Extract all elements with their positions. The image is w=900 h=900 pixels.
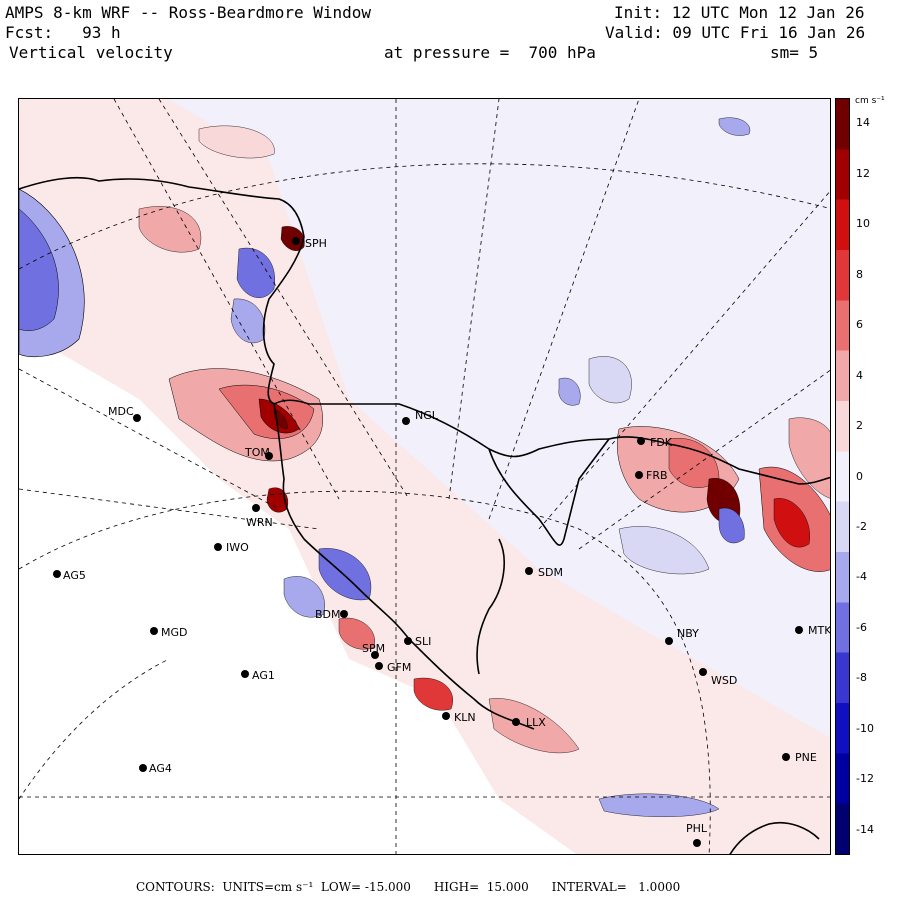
svg-text:SPH: SPH	[305, 237, 327, 250]
pressure-level: at pressure = 700 hPa	[384, 43, 596, 62]
contour-info: CONTOURS: UNITS=cm s⁻¹ LOW= -15.000 HIGH…	[136, 880, 681, 894]
svg-text:MTK: MTK	[808, 624, 831, 637]
svg-text:NBY: NBY	[677, 627, 699, 640]
svg-text:AG5: AG5	[63, 569, 86, 582]
svg-text:KLN: KLN	[454, 711, 476, 724]
station-spm: SPM	[362, 642, 385, 659]
colorbar-tick-label: -4	[856, 570, 867, 584]
colorbar-tick-label: 6	[856, 318, 863, 332]
svg-text:BDM: BDM	[315, 608, 341, 621]
station-kln: KLN	[442, 711, 476, 724]
vertical-velocity-shading	[19, 99, 830, 854]
colorbar-tick-label: 10	[856, 217, 870, 231]
colorbar-tick-label: 12	[856, 166, 870, 180]
forecast-hour: Fcst: 93 h	[5, 23, 121, 42]
station-llx: LLX	[512, 716, 546, 729]
map-title: AMPS 8-km WRF -- Ross-Beardmore Window	[5, 3, 372, 22]
station-nby: NBY	[665, 627, 699, 645]
valid-time: Valid: 09 UTC Fri 16 Jan 26	[605, 23, 866, 42]
init-time: Init: 12 UTC Mon 12 Jan 26	[614, 3, 865, 22]
station-gfm: GFM	[375, 661, 411, 674]
colorbar-tick-label: 0	[856, 469, 863, 483]
station-fdk: FDK	[637, 436, 673, 449]
colorbar-tick-label: -6	[856, 620, 867, 634]
svg-text:WSD: WSD	[711, 674, 737, 687]
station-sdm: SDM	[525, 566, 563, 579]
svg-text:NGL: NGL	[415, 409, 439, 422]
svg-text:SLI: SLI	[415, 635, 431, 648]
svg-text:SPM: SPM	[362, 642, 385, 655]
station-ag1: AG1	[241, 669, 275, 682]
svg-text:MDC: MDC	[108, 405, 134, 418]
colorbar-tick-label: 14	[856, 116, 870, 130]
colorbar-tick-label: 4	[856, 368, 863, 382]
colorbar-tick-label: 8	[856, 267, 863, 281]
svg-text:AG4: AG4	[149, 762, 172, 775]
station-pne: PNE	[782, 751, 817, 764]
map-panel: MDC NGL FDK FRB IWO WRN	[18, 98, 831, 855]
svg-text:LLX: LLX	[526, 716, 546, 729]
svg-text:PHL: PHL	[686, 822, 708, 835]
colorbar-tick-label: -12	[856, 772, 874, 786]
station-sli: SLI	[404, 635, 431, 648]
field-name: Vertical velocity	[9, 43, 173, 62]
map-canvas: MDC NGL FDK FRB IWO WRN	[19, 99, 831, 854]
station-ag5: AG5	[53, 569, 86, 582]
svg-text:SDM: SDM	[538, 566, 563, 579]
coastline	[19, 176, 830, 854]
colorbar-tick-label: -8	[856, 671, 867, 685]
colorbar-tick-label: -2	[856, 519, 867, 533]
svg-text:WRN: WRN	[246, 516, 273, 529]
svg-text:IWO: IWO	[226, 541, 249, 554]
station-mtk: MTK	[795, 624, 831, 637]
station-wsd: WSD	[699, 668, 737, 687]
colorbar	[835, 98, 850, 855]
svg-text:FDK: FDK	[650, 436, 673, 449]
station-frb: FRB	[635, 469, 668, 482]
station-markers: MDC NGL FDK FRB IWO WRN	[53, 237, 831, 847]
station-tom: TOM	[244, 446, 273, 460]
svg-text:GFM: GFM	[387, 661, 411, 674]
graticule	[19, 99, 830, 854]
colorbar-units: cm s⁻¹	[855, 96, 885, 106]
svg-text:PNE: PNE	[795, 751, 817, 764]
colorbar-tick-label: 2	[856, 419, 863, 433]
station-ngl: NGL	[402, 409, 439, 425]
station-mdc: MDC	[108, 405, 141, 422]
station-iwo: IWO	[214, 541, 249, 554]
svg-text:AG1: AG1	[252, 669, 275, 682]
station-wrn: WRN	[246, 504, 273, 529]
station-ag4: AG4	[139, 762, 172, 775]
colorbar-tick-label: -10	[856, 721, 874, 735]
station-sph: SPH	[292, 237, 327, 250]
colorbar-tick-label: -14	[856, 822, 874, 836]
station-mgd: MGD	[150, 626, 188, 639]
svg-text:MGD: MGD	[161, 626, 188, 639]
svg-text:FRB: FRB	[646, 469, 668, 482]
station-bdm: BDM	[315, 608, 348, 621]
station-phl: PHL	[686, 822, 708, 847]
svg-text:TOM: TOM	[244, 446, 270, 459]
smoothing-label: sm= 5	[770, 43, 819, 62]
